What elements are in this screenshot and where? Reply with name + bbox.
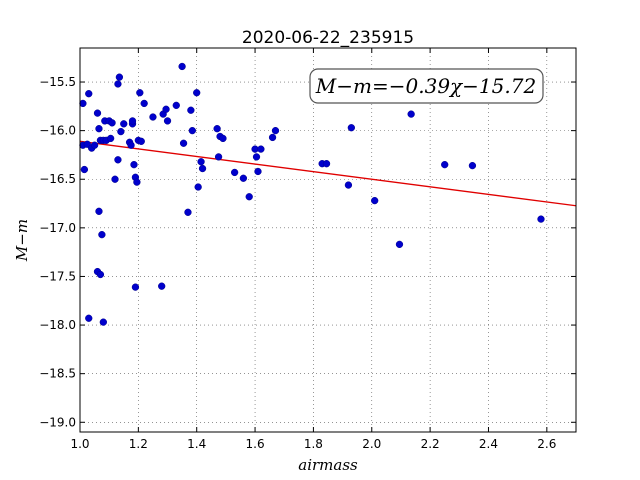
x-tick-label: 1.4 (187, 437, 206, 451)
data-point (197, 158, 205, 166)
data-point (268, 133, 277, 142)
x-tick-label: 1.6 (246, 437, 265, 451)
data-point (115, 73, 124, 81)
y-tick-label: −17.0 (39, 221, 76, 235)
data-point (98, 231, 106, 239)
data-point (137, 137, 145, 145)
data-point (133, 178, 141, 186)
data-points (79, 62, 545, 326)
data-point (140, 99, 148, 108)
axis-ticks: 1.0 1.2 1.4 1.6 1.8 2.0 2.2 2.4 2.6 −15.5 −16.0 −16… (39, 48, 576, 451)
data-point (257, 145, 265, 153)
fit-equation-box: M−m=−0.39χ−15.72 (309, 68, 544, 104)
data-point (230, 168, 239, 177)
grid (79, 48, 576, 432)
data-point (90, 141, 99, 149)
x-tick-label: 2.6 (537, 437, 556, 451)
data-point (127, 141, 135, 149)
x-tick-label: 2.2 (421, 437, 440, 451)
data-point (80, 165, 89, 174)
x-tick-label: 1.0 (70, 437, 89, 451)
data-point (468, 161, 477, 170)
data-point (162, 105, 170, 113)
data-point (95, 125, 103, 133)
equation-frame (309, 68, 544, 104)
data-point (99, 318, 107, 326)
fit-equation: M−m=−0.39χ−15.72 (315, 74, 536, 98)
data-point (163, 117, 172, 125)
y-tick-label: −18.5 (39, 367, 76, 381)
data-point (85, 314, 93, 322)
y-tick-label: −18.0 (39, 318, 76, 332)
fit-line (79, 140, 577, 207)
data-point (95, 207, 103, 215)
data-point (114, 80, 122, 88)
data-point (158, 282, 166, 290)
plot-frame (79, 47, 577, 433)
x-tick-label: 1.8 (304, 437, 323, 451)
data-point (371, 196, 379, 205)
data-point (441, 161, 449, 169)
data-point (193, 89, 201, 97)
data-point (93, 109, 102, 117)
x-tick-label: 1.2 (129, 437, 148, 451)
x-tick-label: 2.0 (362, 437, 381, 451)
data-point (172, 101, 180, 110)
data-point (347, 124, 355, 132)
data-point (344, 181, 353, 189)
data-point (407, 110, 415, 118)
data-point (96, 270, 105, 279)
data-point (239, 174, 248, 182)
fit-line-layer (79, 140, 577, 207)
data-point (106, 134, 115, 143)
data-point (117, 127, 125, 136)
y-tick-label: −19.0 (39, 415, 76, 429)
data-point (214, 153, 223, 161)
data-point (178, 62, 186, 71)
data-point (108, 119, 116, 127)
data-point (79, 99, 87, 108)
data-point (131, 283, 140, 291)
data-point (254, 167, 262, 176)
x-axis-label: airmass (298, 456, 358, 474)
data-point (120, 120, 128, 128)
y-tick-label: −17.5 (39, 269, 76, 283)
data-point (219, 134, 227, 143)
data-point (198, 164, 207, 173)
data-point (149, 113, 157, 121)
data-point (128, 117, 137, 125)
y-tick-label: −15.5 (39, 75, 76, 89)
data-point (179, 139, 188, 147)
data-point (136, 89, 144, 97)
y-tick-label: −16.0 (39, 124, 76, 138)
data-point (188, 126, 196, 135)
chart-title: 2020-06-22_235915 (242, 28, 414, 48)
x-tick-label: 2.4 (479, 437, 498, 451)
data-point (271, 126, 280, 135)
data-point (213, 125, 221, 133)
data-point (111, 175, 119, 183)
data-point (114, 156, 122, 164)
data-point (187, 106, 195, 114)
data-point (130, 161, 138, 169)
data-point (245, 193, 253, 201)
data-point (184, 208, 192, 216)
y-tick-label: −16.5 (39, 172, 76, 186)
data-point (322, 160, 331, 168)
data-point (194, 183, 202, 191)
y-axis-label: M−m (13, 219, 31, 262)
data-point (395, 240, 404, 249)
data-point (537, 215, 545, 223)
data-point (252, 153, 261, 161)
data-point (85, 90, 93, 98)
